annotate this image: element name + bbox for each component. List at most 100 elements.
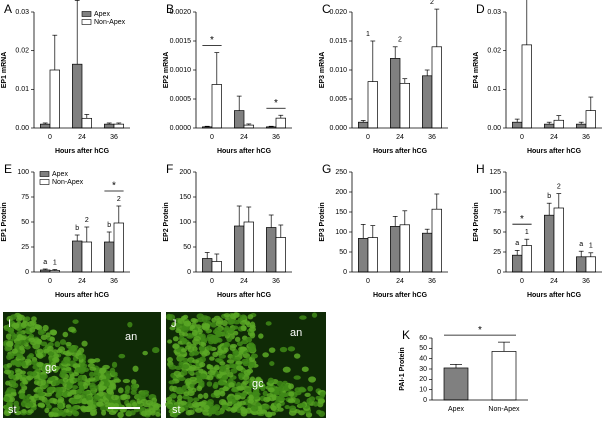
cell	[185, 409, 193, 416]
cell	[249, 381, 257, 388]
cell	[40, 341, 48, 347]
cell	[131, 379, 137, 385]
cell	[89, 371, 95, 378]
cell	[312, 401, 319, 407]
cell	[16, 330, 24, 336]
cell	[205, 336, 213, 341]
cell	[14, 373, 23, 380]
panel-letter: D	[476, 2, 485, 16]
cell	[191, 350, 200, 356]
cell	[293, 398, 301, 405]
error-bar	[546, 202, 552, 216]
cell	[238, 350, 244, 355]
cell	[26, 359, 33, 366]
cell	[16, 333, 24, 340]
cell	[306, 397, 312, 405]
cell	[207, 369, 216, 376]
cell	[168, 364, 177, 370]
cell	[26, 354, 34, 360]
cell	[236, 365, 244, 371]
x-tick-label: 36	[428, 278, 436, 285]
cell	[204, 316, 211, 321]
cell	[211, 337, 217, 344]
bar	[104, 241, 115, 273]
cell	[166, 403, 175, 410]
cell	[226, 359, 235, 364]
x-axis-title: Hours after hCG	[217, 148, 272, 155]
cell	[3, 369, 12, 375]
cell	[293, 353, 301, 359]
cell	[36, 361, 44, 368]
cell	[248, 394, 254, 401]
error-bar	[52, 34, 58, 70]
cell	[178, 331, 185, 337]
cell	[276, 402, 282, 409]
error-bar	[578, 121, 584, 125]
bar	[49, 69, 60, 129]
error-bar	[434, 8, 440, 47]
bar	[234, 225, 245, 273]
x-tick-label: 36	[272, 134, 280, 141]
cell	[245, 336, 253, 343]
y-tick-label: 25	[21, 244, 29, 251]
cell	[181, 385, 189, 390]
cell	[214, 326, 223, 333]
error-bar	[526, 0, 528, 45]
bar	[275, 237, 286, 273]
y-tick-label: 0.010	[329, 67, 347, 74]
cell	[287, 346, 296, 352]
y-axis-title: EP1 mRNA	[1, 52, 8, 89]
bar	[585, 110, 596, 129]
cell	[67, 392, 73, 397]
cell	[36, 338, 42, 345]
cell	[45, 332, 51, 338]
cell	[168, 314, 176, 321]
y-tick-label: 0.005	[329, 96, 347, 103]
cell	[10, 314, 17, 320]
bar-label: b	[75, 225, 79, 232]
x-axis-title: Hours after hCG	[55, 292, 110, 299]
bar	[211, 84, 222, 129]
x-tick-label: 0	[48, 278, 52, 285]
y-tick-label: 0.02	[15, 48, 29, 55]
cell	[29, 320, 37, 326]
region-label: an	[125, 331, 137, 343]
region-label: st	[8, 404, 17, 416]
cell	[187, 346, 195, 353]
cell	[199, 373, 207, 380]
cell	[47, 386, 55, 392]
cell	[49, 336, 56, 343]
significance-mark: *	[478, 325, 482, 336]
y-tick-label: 30	[419, 366, 427, 373]
bar	[576, 123, 587, 129]
cell	[267, 377, 275, 384]
cell	[284, 405, 290, 410]
cell	[197, 393, 204, 399]
y-axis-title: EP2 mRNA	[163, 52, 170, 89]
x-tick-label: 36	[582, 278, 590, 285]
cell	[198, 368, 204, 374]
bar-label: 1	[589, 243, 593, 250]
cell	[177, 376, 186, 382]
panel-letter: G	[322, 162, 331, 176]
cell	[118, 353, 126, 359]
cell	[234, 336, 241, 342]
cell	[189, 376, 197, 382]
x-tick-label: Non-Apex	[488, 406, 520, 413]
bar	[544, 214, 555, 273]
cell	[289, 405, 297, 412]
error-bar	[360, 224, 366, 239]
cell	[282, 366, 291, 373]
cell	[213, 381, 219, 388]
cell	[72, 319, 79, 324]
error-bar	[106, 231, 112, 242]
cell	[82, 382, 89, 390]
cell	[6, 353, 13, 361]
cell	[56, 386, 63, 394]
y-axis-title: EP1 Protein	[1, 202, 8, 241]
y-tick-label: 0.020	[329, 9, 347, 16]
x-tick-label: 24	[550, 278, 558, 285]
cell	[308, 376, 316, 383]
cell	[93, 372, 101, 378]
cell	[223, 342, 231, 348]
